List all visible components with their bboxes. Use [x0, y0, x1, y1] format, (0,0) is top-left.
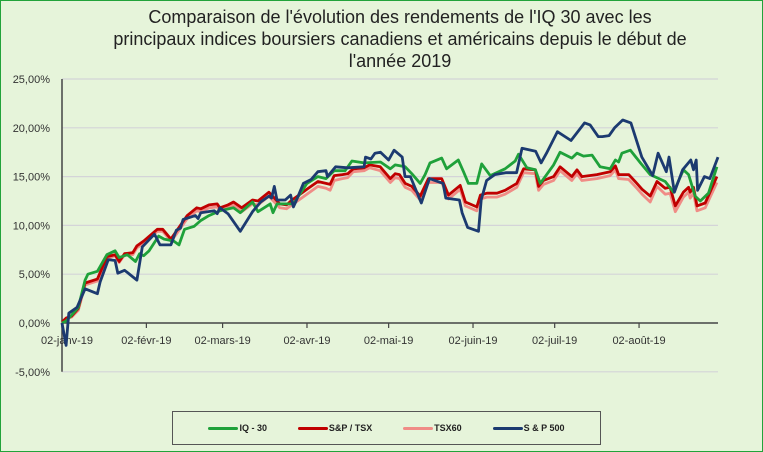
x-tick-label: 02-août-19: [612, 335, 665, 347]
x-tick-label: 02-avr-19: [283, 335, 330, 347]
y-tick-label: 0,00%: [19, 318, 50, 330]
y-tick-label: -5,00%: [15, 367, 50, 379]
x-tick-label: 02-juil-19: [532, 335, 577, 347]
series-line-s-p-500: [60, 118, 720, 347]
x-tick-label: 02-juin-19: [449, 335, 498, 347]
legend-label: TSX60: [434, 423, 462, 433]
legend-item: IQ - 30: [208, 423, 267, 433]
series-line-iq-30: [61, 148, 719, 325]
legend-swatch: [208, 426, 239, 430]
y-tick-label: 10,00%: [13, 220, 51, 232]
legend-item: S & P 500: [492, 423, 565, 433]
legend-label: IQ - 30: [239, 423, 267, 433]
y-tick-label: 20,00%: [13, 123, 51, 135]
legend-label: S&P / TSX: [328, 423, 373, 433]
x-tick-label: 02-mai-19: [364, 335, 414, 347]
y-tick-label: 5,00%: [19, 269, 50, 281]
legend-item: S&P / TSX: [297, 423, 373, 433]
x-tick-label: 02-févr-19: [121, 335, 171, 347]
chart-title: Comparaison de l'évolution des rendement…: [90, 6, 710, 72]
legend-swatch: [403, 426, 434, 430]
y-tick-label: 15,00%: [13, 172, 51, 184]
legend-item: TSX60: [403, 423, 462, 433]
y-tick-label: 25,00%: [13, 74, 51, 86]
chart-title-line: principaux indices boursiers canadiens e…: [113, 29, 687, 49]
chart-title-line: l'année 2019: [348, 51, 452, 71]
legend-label: S & P 500: [523, 423, 565, 433]
chart-title-line: Comparaison de l'évolution des rendement…: [148, 7, 652, 27]
x-tick-label: 02-mars-19: [194, 335, 250, 347]
legend: IQ - 30 S&P / TSX TSX60 S & P 500: [172, 411, 601, 445]
legend-swatch: [492, 426, 523, 430]
series-line-s-p-tsx: [61, 163, 719, 324]
legend-swatch: [297, 426, 328, 430]
